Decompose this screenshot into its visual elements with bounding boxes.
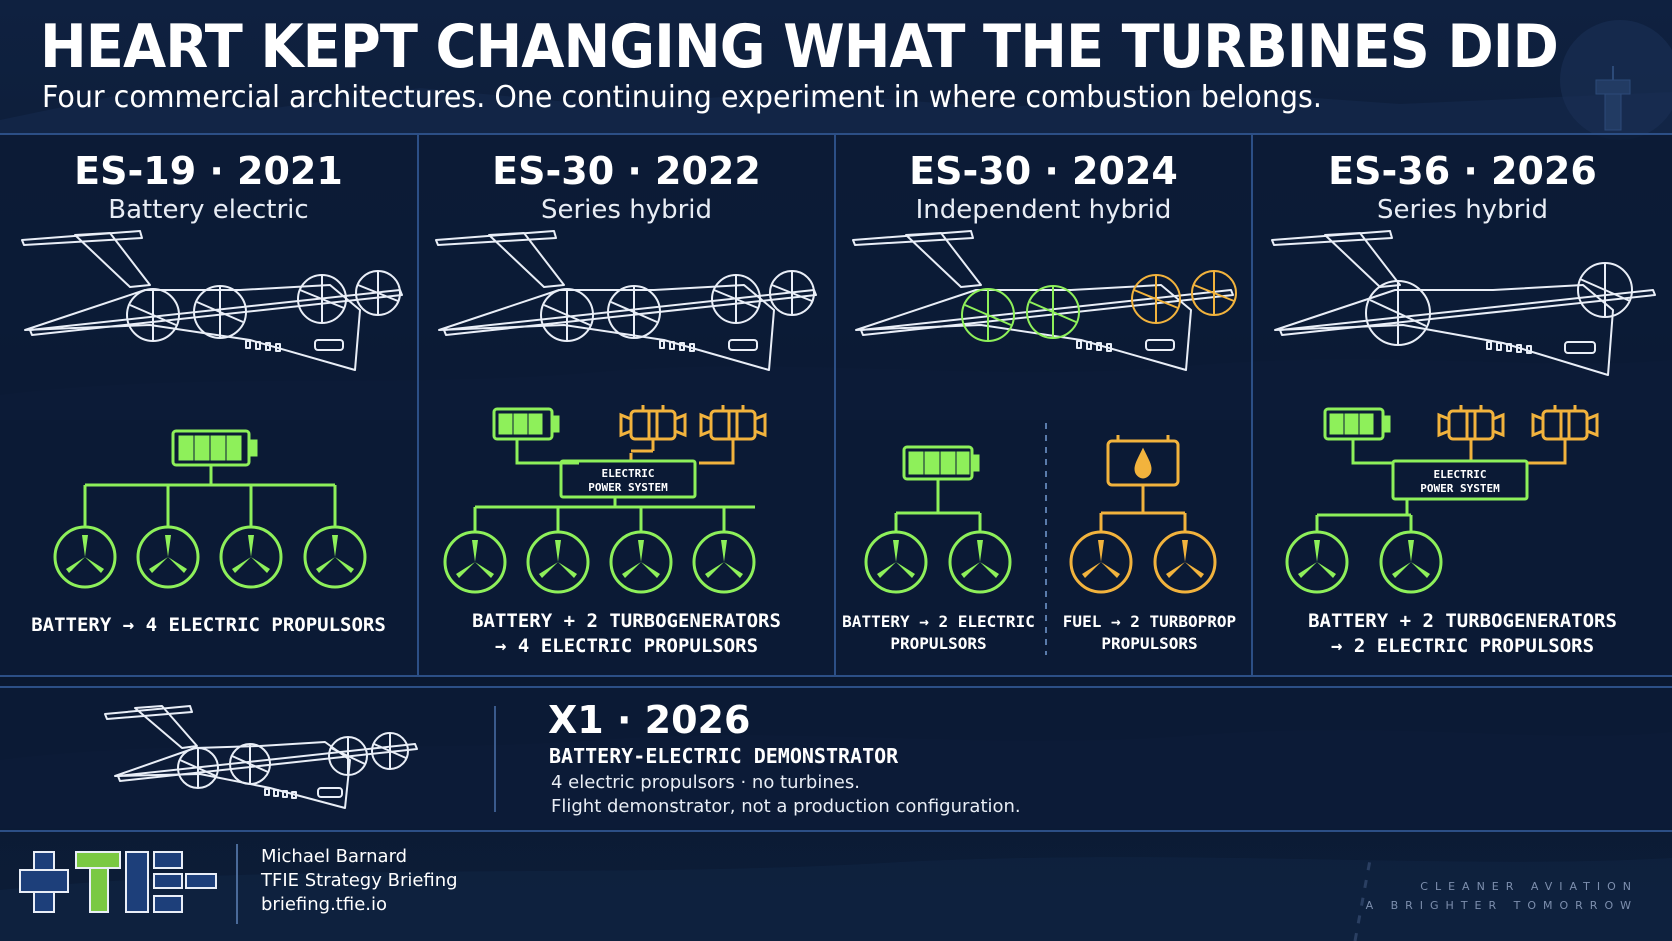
publication-name: TFIE Strategy Briefing [261, 870, 458, 891]
propulsor-icon [1285, 530, 1443, 594]
panel-heading: ES-19 · 2021 [74, 149, 343, 193]
power-system-label: ELECTRIC POWER SYSTEM [588, 467, 668, 494]
panel-es30-2022-graphic [435, 230, 817, 594]
footer-divider [236, 844, 238, 924]
power-system-label: ELECTRIC POWER SYSTEM [1420, 468, 1500, 495]
caption-line: BATTERY → 4 ELECTRIC PROPULSORS [31, 614, 386, 636]
tagline: A BRIGHTER TOMORROW [1365, 899, 1638, 912]
footer: Michael Barnard TFIE Strategy Briefing b… [0, 830, 1672, 941]
page-title: HEART KEPT CHANGING WHAT THE TURBINES DI… [40, 12, 1559, 82]
propulsor-icon [443, 530, 756, 594]
turbogenerator-icon [1437, 405, 1505, 441]
x1-heading: X1 · 2026 [548, 698, 751, 742]
panel-es36: ELECTRIC POWER SYSTEM ES-36 · 2026 Serie… [1253, 135, 1672, 675]
panel-es36-graphic [1271, 230, 1656, 594]
caption-line: BATTERY + 2 TURBOGENERATORS [1308, 610, 1617, 632]
power-system-box [1391, 459, 1529, 501]
battery-icon [492, 407, 560, 441]
x1-divider [494, 706, 496, 812]
power-system-box [559, 459, 697, 499]
fuel-tank-icon [1106, 435, 1180, 487]
panel-es19: ES-19 · 2021 Battery electric BATTERY → … [0, 135, 419, 675]
propulsor-icon [126, 270, 401, 342]
panel-caption-left: BATTERY → 2 ELECTRIC PROPULSORS [836, 611, 1041, 655]
x1-subheading: BATTERY-ELECTRIC DEMONSTRATOR [549, 744, 899, 768]
panel-es19-graphic [21, 230, 403, 589]
wiring [83, 465, 337, 528]
panel-architecture: Battery electric [108, 195, 309, 225]
panel-architecture: Independent hybrid [915, 195, 1172, 225]
propulsor-icon [864, 530, 1012, 594]
caption-line: BATTERY + 2 TURBOGENERATORS [472, 610, 781, 632]
aircraft-icon [104, 705, 418, 809]
website-link[interactable]: briefing.tfie.io [261, 894, 387, 915]
window-row [245, 340, 281, 352]
author-name: Michael Barnard [261, 846, 408, 867]
battery-icon [1323, 407, 1391, 441]
x1-panel: X1 · 2026 BATTERY-ELECTRIC DEMONSTRATOR … [0, 686, 1672, 832]
caption-line: PROPULSORS [1101, 634, 1198, 653]
turbogenerator-icon [619, 405, 687, 441]
panel-heading: ES-30 · 2022 [492, 149, 761, 193]
panel-es30-2022: ELECTRIC POWER SYSTEM ES-30 · 2022 Serie… [419, 135, 836, 675]
propulsor-icon [53, 525, 367, 589]
page-subtitle: Four commercial architectures. One conti… [42, 80, 1322, 115]
propulsor-icon [1131, 270, 1237, 324]
panel-es30-2024-graphic [852, 230, 1237, 655]
tfie-logo [19, 851, 217, 913]
wiring [894, 479, 1187, 533]
wiring [473, 439, 755, 533]
caption-line: PROPULSORS [890, 634, 987, 653]
control-tower-icon [1595, 66, 1631, 131]
caption-line: → 2 ELECTRIC PROPULSORS [1330, 635, 1595, 657]
caption-line: BATTERY → 2 ELECTRIC [842, 612, 1035, 631]
propulsor-icon [1069, 530, 1217, 594]
propulsor-icon [961, 285, 1080, 342]
propulsor-icon [177, 732, 409, 789]
architecture-panels: ES-19 · 2021 Battery electric BATTERY → … [0, 133, 1672, 677]
x1-description-line: Flight demonstrator, not a production co… [551, 796, 1021, 817]
panel-heading: ES-36 · 2026 [1328, 149, 1597, 193]
panel-heading: ES-30 · 2024 [909, 149, 1178, 193]
panel-caption: BATTERY → 4 ELECTRIC PROPULSORS [0, 613, 417, 638]
window-row [659, 340, 695, 352]
aircraft-icon [1271, 230, 1656, 376]
battery-icon [902, 445, 980, 481]
x1-description-line: 4 electric propulsors · no turbines. [551, 772, 860, 793]
caption-line: → 4 ELECTRIC PROPULSORS [494, 635, 759, 657]
turbogenerator-icon [699, 405, 767, 441]
panel-es30-2024: ES-30 · 2024 Independent hybrid BATTERY … [836, 135, 1253, 675]
battery-icon [171, 429, 258, 467]
turbogenerator-icon [1531, 405, 1599, 441]
propulsor-icon [1365, 262, 1633, 346]
caption-line: FUEL → 2 TURBOPROP [1062, 612, 1237, 631]
panel-caption: BATTERY + 2 TURBOGENERATORS → 4 ELECTRIC… [419, 609, 834, 659]
window-row [1076, 340, 1112, 352]
panel-architecture: Series hybrid [540, 195, 712, 225]
aircraft-icon [435, 230, 817, 371]
wiring [1315, 439, 1567, 533]
aircraft-icon [21, 230, 403, 371]
window-row [1486, 341, 1532, 354]
propulsor-icon [540, 270, 815, 342]
panel-architecture: Series hybrid [1376, 195, 1548, 225]
panel-caption: BATTERY + 2 TURBOGENERATORS → 2 ELECTRIC… [1253, 609, 1672, 659]
panel-caption-right: FUEL → 2 TURBOPROP PROPULSORS [1048, 611, 1251, 655]
aircraft-icon [852, 230, 1234, 371]
tagline: CLEANER AVIATION [1420, 880, 1638, 893]
